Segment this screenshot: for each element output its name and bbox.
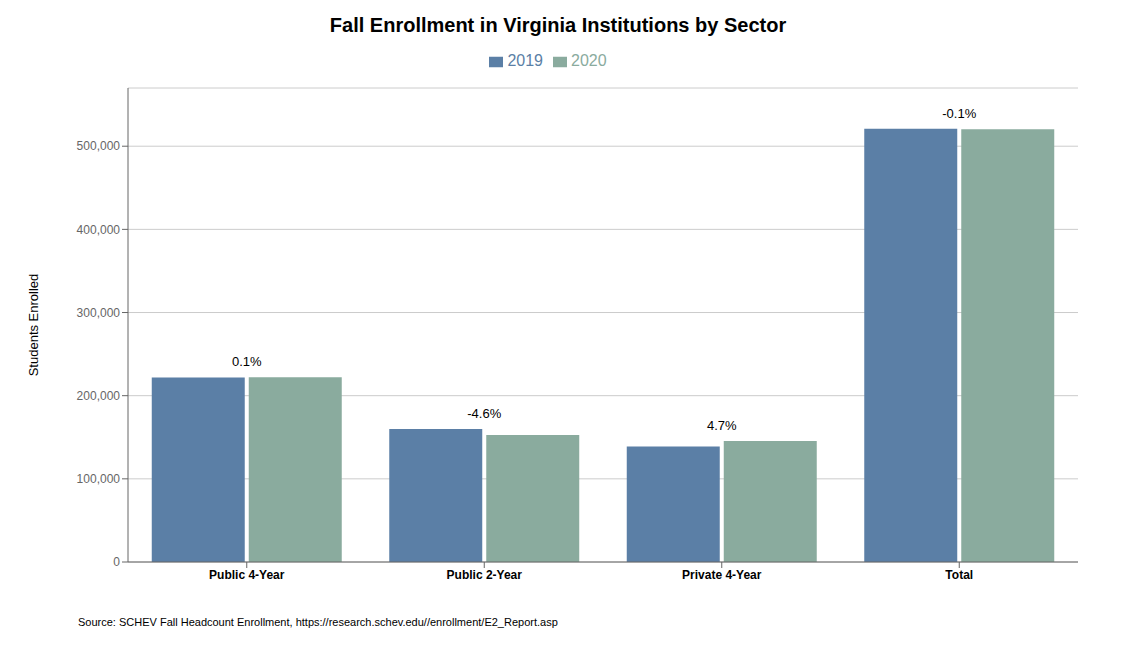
svg-text:-4.6%: -4.6%	[467, 406, 501, 421]
svg-text:200,000: 200,000	[77, 389, 121, 403]
svg-text:Students Enrolled: Students Enrolled	[26, 274, 41, 377]
svg-text:4.7%: 4.7%	[707, 418, 737, 433]
html-text:2019: 2019	[507, 52, 543, 69]
svg-text:0.1%: 0.1%	[232, 354, 262, 369]
svg-text:400,000: 400,000	[77, 223, 121, 237]
svg-text:Public 4-Year: Public 4-Year	[209, 568, 285, 582]
html-text:Fall Enrollment in Virginia In: Fall Enrollment in Virginia Institutions…	[329, 14, 787, 36]
svg-text:Total: Total	[945, 568, 973, 582]
svg-text:Private 4-Year: Private 4-Year	[682, 568, 762, 582]
svg-text:300,000: 300,000	[77, 306, 121, 320]
svg-text:Public 2-Year: Public 2-Year	[447, 568, 523, 582]
svg-text:100,000: 100,000	[77, 472, 121, 486]
svg-text:500,000: 500,000	[77, 139, 121, 153]
html-text:2020: 2020	[571, 52, 607, 69]
html-text:Source: SCHEV Fall Headcount E: Source: SCHEV Fall Headcount Enrollment,…	[78, 616, 558, 628]
svg-text:0: 0	[113, 555, 120, 569]
svg-text:-0.1%: -0.1%	[942, 106, 976, 121]
